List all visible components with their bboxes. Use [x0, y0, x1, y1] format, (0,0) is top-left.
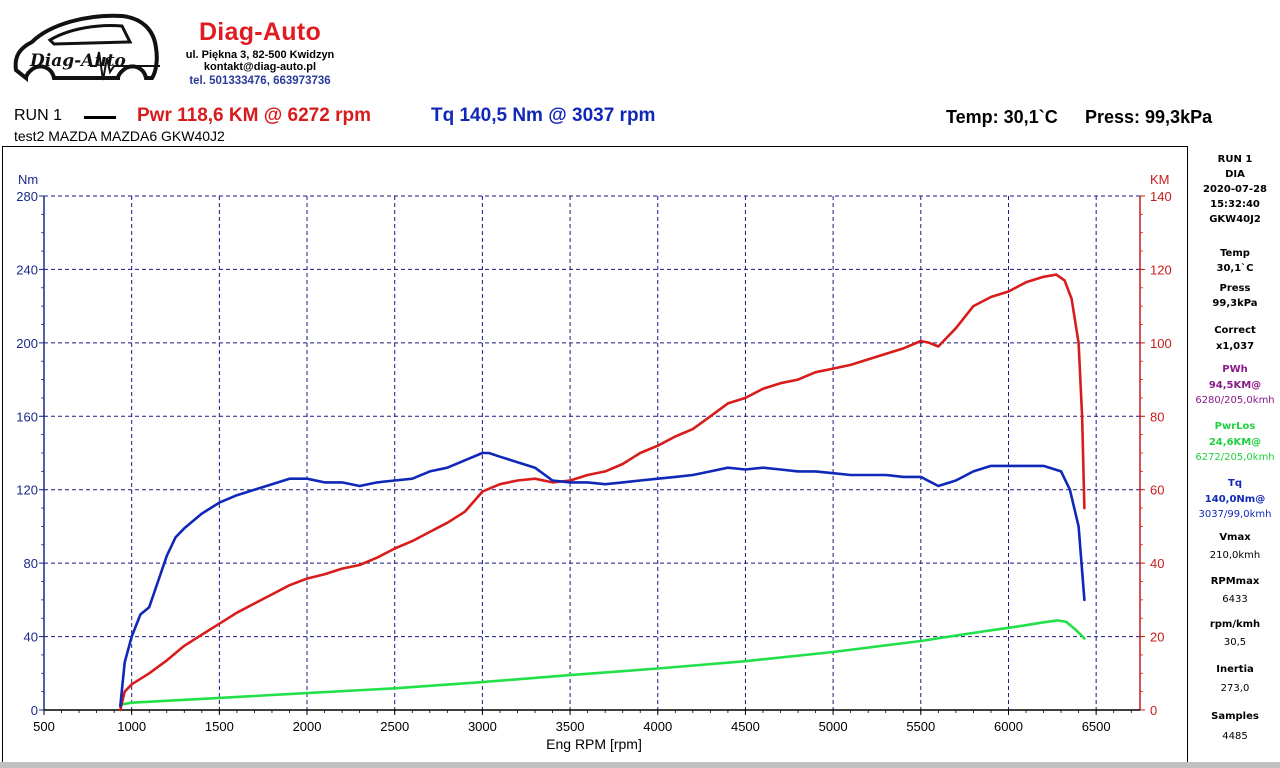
- side-pwh-sub: 6280/205,0kmh: [1195, 395, 1275, 406]
- x-tick-label: 2500: [380, 719, 409, 734]
- y-left-tick-label: 240: [16, 262, 38, 277]
- bottom-bar: [0, 762, 1280, 768]
- y-right-tick-label: 140: [1150, 189, 1172, 204]
- y-left-tick-label: 120: [16, 483, 38, 498]
- side-correct-value: x1,037: [1215, 341, 1255, 352]
- temp-summary: Temp: 30,1`C: [946, 107, 1058, 127]
- side-press-label: Press: [1219, 283, 1251, 294]
- side-tq-value: 140,0Nm@: [1204, 494, 1266, 505]
- side-samples-label: Samples: [1211, 711, 1259, 722]
- x-tick-label: 4500: [731, 719, 760, 734]
- email: kontakt@diag-auto.pl: [203, 61, 317, 73]
- y-right-tick-label: 80: [1150, 409, 1164, 424]
- series-line-pwrlos: [119, 619, 1086, 706]
- logo: Diag-Auto: [10, 8, 160, 92]
- y-right-tick-label: 40: [1150, 556, 1164, 571]
- run-subtitle: test2 MAZDA MAZDA6 GKW40J2: [14, 128, 225, 144]
- x-tick-label: 5000: [819, 719, 848, 734]
- x-axis-label: Eng RPM [rpm]: [546, 736, 642, 752]
- y-right-tick-label: 100: [1150, 336, 1172, 351]
- brand-name: Diag-Auto: [198, 18, 322, 46]
- x-tick-label: 3000: [468, 719, 497, 734]
- x-tick-label: 3500: [556, 719, 585, 734]
- side-samples-value: 4485: [1222, 731, 1248, 742]
- side-vmax-label: Vmax: [1219, 532, 1251, 543]
- side-tq-label: Tq: [1228, 478, 1242, 489]
- y-left-tick-label: 160: [16, 409, 38, 424]
- y-right-tick-label: 60: [1150, 483, 1164, 498]
- side-pwrlos-value: 24,6KM@: [1208, 437, 1262, 448]
- dyno-chart: 500 1000 1500 2000 2500 3000 3500 4000 4500 5000 5…: [16, 172, 1172, 752]
- side-inertia-value: 273,0: [1220, 683, 1250, 694]
- x-tick-label: 6000: [994, 719, 1023, 734]
- side-rpmmax-value: 6433: [1222, 594, 1248, 605]
- side-run: RUN 1: [1217, 154, 1253, 165]
- side-temp-value: 30,1`C: [1216, 263, 1254, 274]
- run-label: RUN 1: [14, 107, 63, 124]
- run-line-swatch: [84, 116, 116, 119]
- address: ul. Piękna 3, 82-500 Kwidzyn: [185, 49, 335, 61]
- y-left-tick-label: 200: [16, 336, 38, 351]
- x-tick-label: 5500: [906, 719, 935, 734]
- series-line-tq: [119, 451, 1086, 708]
- y-right-tick-label: 120: [1150, 262, 1172, 277]
- side-pwh-label: PWh: [1222, 364, 1248, 375]
- side-code: GKW40J2: [1209, 214, 1261, 225]
- side-date: 2020-07-28: [1203, 184, 1267, 195]
- side-rpmkmh-value: 30,5: [1223, 637, 1247, 648]
- side-time: 15:32:40: [1210, 199, 1260, 210]
- y-left-tick-label: 80: [24, 556, 38, 571]
- power-summary: Pwr 118,6 KM @ 6272 rpm: [137, 105, 371, 126]
- y-right-unit: KM: [1150, 172, 1170, 187]
- side-pwh-value: 94,5KM@: [1208, 380, 1262, 391]
- press-summary: Press: 99,3kPa: [1085, 107, 1213, 127]
- y-left-tick-label: 0: [31, 703, 38, 718]
- y-right-tick-label: 0: [1150, 703, 1157, 718]
- side-rpmkmh-label: rpm/kmh: [1209, 619, 1261, 630]
- series-line-pwr: [119, 273, 1086, 712]
- side-panel: RUN 1 DIA 2020-07-28 15:32:40 GKW40J2 Te…: [1190, 146, 1280, 764]
- side-dia: DIA: [1225, 169, 1245, 180]
- side-tq-sub: 3037/99,0kmh: [1198, 509, 1272, 520]
- y-left-tick-label: 280: [16, 189, 38, 204]
- side-press-value: 99,3kPa: [1212, 298, 1258, 309]
- y-left-tick-label: 40: [24, 630, 38, 645]
- phone: tel. 501333476, 663973736: [189, 75, 331, 87]
- x-tick-label: 1000: [117, 719, 146, 734]
- side-vmax-value: 210,0kmh: [1209, 550, 1261, 561]
- side-pwrlos-sub: 6272/205,0kmh: [1195, 452, 1275, 463]
- x-tick-label: 6500: [1082, 719, 1111, 734]
- side-inertia-label: Inertia: [1216, 664, 1254, 675]
- x-tick-label: 4000: [643, 719, 672, 734]
- x-tick-label: 500: [33, 719, 55, 734]
- x-tick-label: 2000: [293, 719, 322, 734]
- logo-text: Diag-Auto: [29, 51, 126, 71]
- side-temp-label: Temp: [1220, 248, 1250, 259]
- torque-summary: Tq 140,5 Nm @ 3037 rpm: [431, 105, 656, 126]
- y-right-tick-label: 20: [1150, 630, 1164, 645]
- side-correct-label: Correct: [1214, 325, 1256, 336]
- side-rpmmax-label: RPMmax: [1210, 576, 1260, 587]
- side-pwrlos-label: PwrLos: [1214, 421, 1256, 432]
- y-left-unit: Nm: [18, 172, 38, 187]
- x-tick-label: 1500: [205, 719, 234, 734]
